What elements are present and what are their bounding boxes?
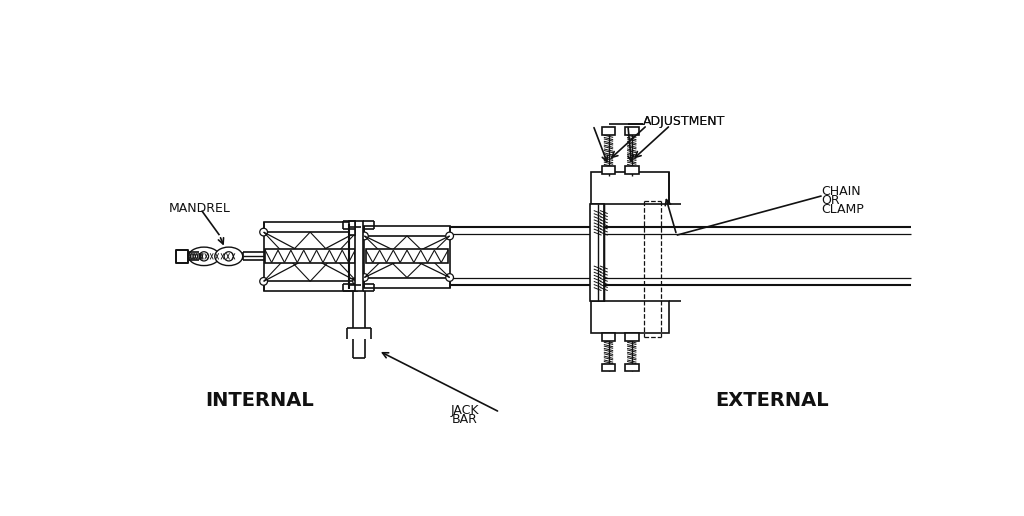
- Bar: [625, 127, 639, 135]
- Bar: [366, 249, 449, 263]
- Bar: [265, 249, 355, 263]
- Bar: [592, 172, 669, 204]
- Ellipse shape: [352, 228, 360, 236]
- Ellipse shape: [260, 228, 267, 236]
- Text: OR: OR: [821, 194, 841, 207]
- Ellipse shape: [352, 278, 360, 285]
- Bar: [625, 333, 639, 341]
- Text: CLAMP: CLAMP: [821, 203, 864, 216]
- Ellipse shape: [215, 247, 243, 266]
- Ellipse shape: [445, 273, 454, 281]
- Bar: [263, 281, 356, 292]
- Ellipse shape: [200, 252, 209, 261]
- Bar: [601, 333, 615, 341]
- Text: ADJUSTMENT: ADJUSTMENT: [643, 116, 726, 128]
- Ellipse shape: [360, 232, 369, 240]
- Bar: [590, 204, 604, 301]
- Text: JACK: JACK: [451, 404, 479, 417]
- Bar: [592, 301, 669, 333]
- Ellipse shape: [224, 252, 233, 261]
- Text: ADJUSTMENT: ADJUSTMENT: [643, 115, 726, 127]
- Bar: [349, 221, 355, 235]
- Bar: [365, 226, 450, 236]
- Bar: [601, 127, 615, 135]
- Text: CHAIN: CHAIN: [821, 185, 861, 198]
- Bar: [263, 222, 356, 232]
- Bar: [601, 364, 615, 372]
- Bar: [601, 166, 615, 173]
- Ellipse shape: [445, 232, 454, 240]
- Text: EXTERNAL: EXTERNAL: [716, 391, 829, 410]
- Bar: [625, 364, 639, 372]
- Ellipse shape: [360, 273, 369, 281]
- Text: INTERNAL: INTERNAL: [206, 391, 314, 410]
- Bar: [176, 250, 187, 263]
- Bar: [355, 221, 362, 292]
- Text: MANDREL: MANDREL: [168, 202, 230, 215]
- Ellipse shape: [260, 278, 267, 285]
- Bar: [625, 166, 639, 173]
- Text: BAR: BAR: [453, 413, 478, 426]
- Ellipse shape: [188, 247, 219, 266]
- Bar: [365, 278, 450, 287]
